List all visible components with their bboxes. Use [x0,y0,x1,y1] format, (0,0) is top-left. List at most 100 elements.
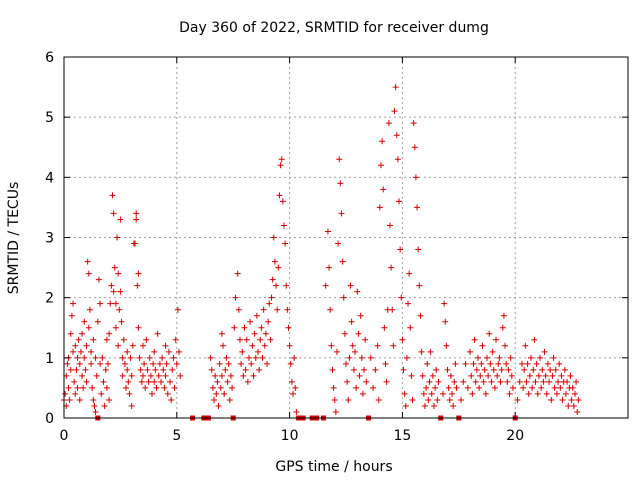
data-point [424,360,431,367]
data-point [516,378,523,385]
y-tick-label: 1 [45,351,54,367]
data-point [569,384,576,391]
data-point [502,342,509,349]
data-point [482,390,489,397]
data-point [279,198,286,205]
data-point [70,300,77,307]
data-point [337,180,344,187]
data-point [135,270,142,277]
data-point [505,366,512,373]
data-point [101,402,108,409]
data-point [427,348,434,355]
data-point [421,402,428,409]
data-point [85,270,92,277]
data-point [278,156,285,163]
data-point [389,306,396,313]
data-point [500,312,507,319]
data-point [444,366,451,373]
data-point [109,192,116,199]
data-point [138,378,145,385]
data-point [562,390,569,397]
data-point [252,354,259,361]
data-point [107,300,114,307]
data-point [561,366,568,373]
data-point [435,378,442,385]
data-point [495,360,502,367]
data-point [72,342,79,349]
data-point [547,366,554,373]
data-point [285,324,292,331]
data-point [479,342,486,349]
data-point [124,348,131,355]
data-point [571,390,578,397]
data-point [67,366,74,373]
data-point [81,354,88,361]
data-point [79,330,86,337]
data-point [379,138,386,145]
y-tick-label: 4 [45,170,54,186]
data-points [61,84,582,421]
data-point [361,366,368,373]
data-point [474,354,481,361]
data-point [104,360,111,367]
data-point [268,294,275,301]
data-point [136,354,143,361]
data-point [250,372,257,379]
data-point [112,324,119,331]
data-point [570,402,577,409]
data-point [541,348,548,355]
data-point [532,378,539,385]
data-point [521,366,528,373]
data-point [145,378,152,385]
data-point [392,84,399,91]
data-point [134,282,141,289]
data-point [83,342,90,349]
data-point [220,342,227,349]
data-point [150,360,157,367]
data-point [524,360,531,367]
data-point [68,312,75,319]
data-point [543,390,550,397]
data-point [171,384,178,391]
data-point [139,342,146,349]
data-point [322,282,329,289]
data-point [269,276,276,283]
data-point [414,204,421,211]
data-point [419,372,426,379]
data-point [256,366,263,373]
data-point [531,336,538,343]
data-point [112,300,119,307]
data-point [265,318,272,325]
data-point [242,366,249,373]
data-point [172,336,179,343]
data-point [275,264,282,271]
data-point [251,330,258,337]
data-point [169,366,176,373]
data-point [533,360,540,367]
data-point [409,396,416,403]
data-point [497,378,504,385]
data-point [374,342,381,349]
data-point [445,384,452,391]
data-point [540,378,547,385]
data-point [208,366,215,373]
y-tick-label: 5 [45,110,54,126]
data-point [386,222,393,229]
data-point [216,360,223,367]
data-point [236,336,243,343]
data-point [530,366,537,373]
data-point [89,384,96,391]
data-point [103,384,110,391]
data-point [239,348,246,355]
data-point [330,384,337,391]
data-point [266,300,273,307]
data-point [88,360,95,367]
data-point [276,192,283,199]
data-point [557,384,564,391]
data-point [90,336,97,343]
data-point [108,282,115,289]
data-point [164,390,171,397]
data-point [117,288,124,295]
data-point [231,324,238,331]
data-point [433,366,440,373]
